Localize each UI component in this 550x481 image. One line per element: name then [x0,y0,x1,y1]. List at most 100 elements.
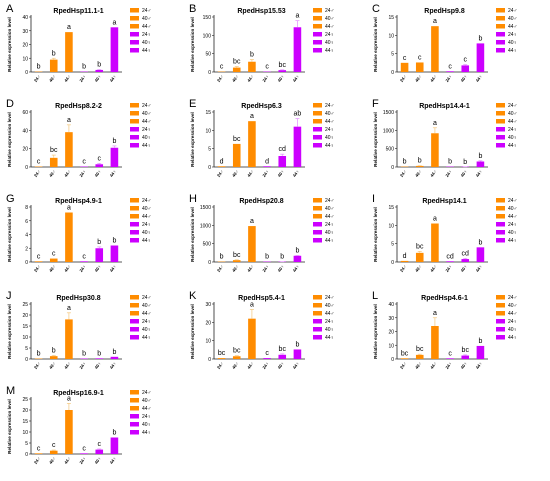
significance-letter: c [403,55,407,62]
legend-label: 40♀ [508,327,517,333]
x-tick-label: 40♀ [276,361,285,370]
bar [431,133,439,167]
significance-letter: bc [233,59,241,66]
y-tick-label: 10 [205,339,211,345]
panel-letter: G [6,193,15,205]
bar [400,260,409,262]
legend-swatch [313,303,322,308]
legend-label: 24♂ [508,198,517,204]
chart-title: RpedHsp30.8 [56,295,100,302]
significance-letter: a [433,216,437,223]
bar [446,358,454,359]
bar [415,165,424,167]
significance-letter: b [403,159,407,166]
legend-swatch [496,335,505,340]
legend-label: 40♀ [142,422,151,428]
panel-letter: F [372,98,379,110]
legend-swatch [496,214,505,219]
legend-label: 44♂ [325,24,334,30]
bar [278,70,287,72]
significance-letter: bc [279,62,287,69]
significance-letter: a [67,117,71,124]
significance-letter: bc [233,252,241,259]
significance-letter: cd [462,250,470,257]
y-tick-label: 500 [203,242,212,248]
x-tick-label: 40♀ [93,361,102,370]
bar [95,248,104,262]
x-tick-label: 40♂ [231,74,240,83]
x-tick-label: 44♀ [109,361,118,370]
legend-label: 44♀ [142,335,151,341]
legend-swatch [313,111,322,116]
significance-letter: d [265,158,269,165]
significance-letter: b [97,350,101,357]
legend-swatch [496,295,505,300]
y-tick-label: 1000 [200,223,211,229]
significance-letter: b [37,64,41,71]
panel-f: F RpedHsp14.4-1 Relative expression level 0… [372,98,517,178]
x-tick-label: 40♀ [93,264,102,273]
x-tick-label: 40♀ [459,264,468,273]
y-tick-label: 10 [388,343,394,349]
x-tick-label: 40♀ [93,456,102,465]
legend-swatch [496,111,505,116]
bar [248,121,256,167]
legend-swatch [313,119,322,124]
y-tick-label: 6 [25,219,28,225]
legend-swatch [496,230,505,235]
legend-label: 24♀ [142,222,151,228]
x-tick-label: 40♂ [231,361,240,370]
x-tick-label: 40♂ [414,361,423,370]
significance-letter: bc [233,348,241,355]
legend-label: 44♂ [508,311,517,317]
legend-swatch [313,32,322,37]
x-tick-label: 24♀ [78,264,87,273]
x-tick-label: 44♀ [292,74,301,83]
legend-label: 40♂ [508,16,517,22]
significance-letter: c [82,159,86,166]
panel-letter: A [6,3,14,15]
significance-letter: a [250,113,254,120]
significance-letter: b [52,347,56,354]
x-tick-label: 44♂ [246,264,255,273]
y-axis-label: Relative expression level [7,17,12,72]
y-tick-label: 1500 [383,110,394,116]
x-tick-label: 44♀ [292,361,301,370]
legend-swatch [313,214,322,219]
panel-h: H RpedHsp20.8 Relative expression level 0 50… [189,193,334,273]
x-tick-label: 24♂ [33,264,42,273]
significance-letter: b [112,349,116,356]
legend-label: 24♂ [325,295,334,301]
bar [34,453,43,454]
legend-label: 40♂ [142,206,151,212]
legend-label: 24♂ [142,198,151,204]
legend-swatch [130,422,139,427]
significance-letter: a [250,302,254,309]
legend-label: 24♀ [508,32,517,38]
y-tick-label: 30 [22,29,28,35]
legend-swatch [130,16,139,21]
bar [232,356,241,359]
legend-label: 24♀ [508,222,517,228]
significance-letter: c [37,159,41,166]
significance-letter: bc [50,147,58,154]
y-tick-label: 100 [203,33,212,39]
y-tick-label: 20 [388,330,394,336]
legend-swatch [130,24,139,29]
significance-letter: b [478,338,482,345]
y-tick-label: 5 [208,147,211,153]
x-tick-label: 44♂ [63,74,72,83]
legend-swatch [130,127,139,132]
x-tick-label: 24♀ [261,169,270,178]
legend-swatch [130,230,139,235]
legend-swatch [130,111,139,116]
bar [293,349,302,359]
x-tick-label: 24♂ [216,264,225,273]
legend-swatch [496,127,505,132]
legend-label: 24♂ [325,8,334,14]
x-tick-label: 24♂ [216,169,225,178]
bar [431,326,439,359]
bar [49,258,58,262]
legend-label: 44♀ [142,430,151,436]
